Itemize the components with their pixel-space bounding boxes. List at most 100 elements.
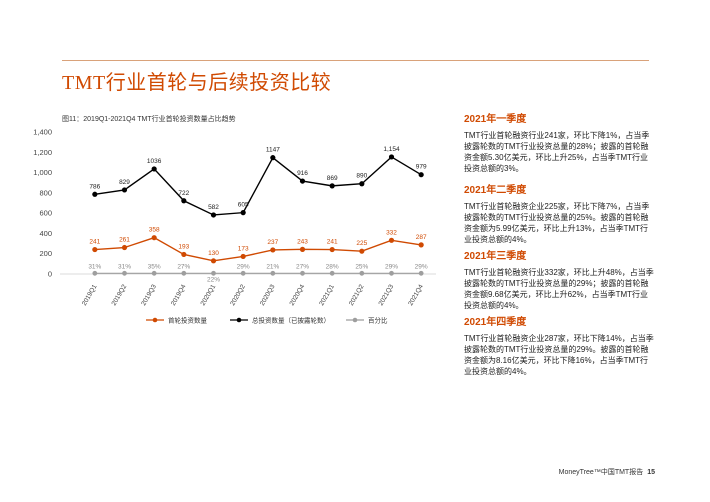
series-line-total <box>94 156 422 216</box>
x-tick-label: 2020Q2 <box>229 283 247 307</box>
section-2021q4: 2021年四季度 TMT行业首轮融资企业287家，环比下降14%，占当季披露轮数… <box>464 313 654 377</box>
point-first-round <box>240 253 246 260</box>
data-label-first-round: 173 <box>238 245 249 252</box>
data-label-total: 1036 <box>147 158 162 165</box>
data-label-first-round: 193 <box>178 243 189 250</box>
point-total <box>92 191 98 197</box>
data-label-percent: 29% <box>385 263 398 270</box>
y-tick-label: 600 <box>39 209 52 218</box>
data-label-total: 829 <box>119 179 130 186</box>
y-tick-label: 0 <box>48 270 52 279</box>
section-text: TMT行业首轮融资企业225家，环比下降7%，占当季披露轮数的TMT行业投资总量… <box>464 202 650 244</box>
point-total <box>181 198 187 204</box>
x-tick-label: 2021Q4 <box>407 283 425 307</box>
data-label-percent: 29% <box>237 263 250 270</box>
x-tick-label: 2019Q1 <box>81 283 99 307</box>
data-label-first-round: 358 <box>149 227 160 234</box>
point-first-round <box>270 247 276 253</box>
point-first-round <box>210 258 217 264</box>
y-tick-label: 1,000 <box>33 168 52 177</box>
section-heading: 2021年四季度 <box>464 317 527 328</box>
point-total <box>388 154 395 160</box>
point-total <box>359 181 365 187</box>
data-label-first-round: 243 <box>297 238 308 245</box>
point-first-round <box>151 235 157 241</box>
page-number: 15 <box>647 469 655 476</box>
data-label-first-round: 225 <box>356 240 367 247</box>
data-label-percent: 28% <box>326 263 339 270</box>
point-percent <box>92 270 98 276</box>
top-rule <box>62 60 649 61</box>
point-percent <box>329 270 335 276</box>
x-tick-label: 2020Q3 <box>259 283 277 307</box>
x-tick-label: 2021Q1 <box>318 283 336 307</box>
point-first-round <box>181 251 187 258</box>
data-labels: 786 829 1036 722 582 605 1147 916 869 890 1,154 979… <box>88 146 428 283</box>
footer-brand: MoneyTree™中国TMT报告 <box>558 469 644 476</box>
point-first-round <box>121 244 128 251</box>
legend: 首轮投资数量 总投资数量（已披露轮数） 百分比 <box>146 316 388 325</box>
point-total <box>121 187 128 193</box>
section-2021q1: 2021年一季度 TMT行业首轮融资行业241家，环比下降1%，占当季披露轮数的… <box>464 110 654 174</box>
legend-marker <box>152 317 158 323</box>
data-label-total: 979 <box>416 164 427 171</box>
series-line-first-round <box>94 236 422 262</box>
x-tick-label: 2019Q3 <box>140 283 158 307</box>
data-label-first-round: 237 <box>267 239 278 246</box>
point-total <box>240 210 246 216</box>
data-label-total: 582 <box>208 204 219 211</box>
point-total <box>270 155 276 161</box>
data-label-total: 869 <box>327 175 338 182</box>
data-label-percent: 27% <box>296 263 309 270</box>
series-lines <box>94 156 422 274</box>
point-total <box>418 172 424 178</box>
data-label-percent: 31% <box>118 263 131 270</box>
point-percent <box>300 270 305 276</box>
point-total <box>329 183 335 189</box>
point-percent <box>151 270 157 276</box>
x-tick-label: 2020Q1 <box>200 283 218 307</box>
point-first-round <box>388 237 395 243</box>
x-tick-label: 2021Q2 <box>348 283 366 307</box>
point-total <box>151 166 157 172</box>
section-heading: 2021年三季度 <box>464 251 527 262</box>
section-heading: 2021年二季度 <box>464 185 527 196</box>
y-tick-label: 1,200 <box>33 148 52 157</box>
point-first-round <box>359 248 365 254</box>
point-first-round <box>329 246 335 253</box>
data-label-first-round: 332 <box>386 229 397 236</box>
data-label-percent: 31% <box>88 263 101 270</box>
x-tick-label: 2019Q2 <box>111 283 129 307</box>
data-label-total: 786 <box>89 183 100 190</box>
y-tick-label: 200 <box>39 249 52 258</box>
data-label-first-round: 287 <box>416 234 427 241</box>
point-percent <box>359 270 365 276</box>
chart-caption: 图11：2019Q1-2021Q4 TMT行业首轮投资数量占比趋势 <box>62 116 236 123</box>
y-tick-label: 400 <box>39 229 52 238</box>
section-heading: 2021年一季度 <box>464 114 527 125</box>
x-tick-labels: 2019Q1 2019Q2 2019Q3 2019Q4 2020Q1 2020Q2 2020… <box>81 283 425 307</box>
point-percent <box>418 270 424 276</box>
section-text: TMT行业首轮融资行业332家，环比上升48%，占当季披露轮数的TMT行业投资总… <box>464 268 654 310</box>
data-label-percent: 22% <box>207 276 220 283</box>
data-label-first-round: 261 <box>119 237 130 244</box>
legend-label: 总投资数量（已披露轮数） <box>252 316 330 325</box>
point-total <box>299 178 306 184</box>
data-label-first-round: 241 <box>89 239 100 246</box>
page-title: TMT行业首轮与后续投资比较 <box>62 72 332 94</box>
section-2021q3: 2021年三季度 TMT行业首轮融资行业332家，环比上升48%，占当季披露轮数… <box>464 247 654 311</box>
point-percent <box>240 270 246 276</box>
point-percent <box>181 270 187 276</box>
point-percent <box>389 270 394 276</box>
y-tick-label: 1,400 <box>33 128 52 137</box>
data-label-first-round: 130 <box>208 250 219 257</box>
data-label-total: 1147 <box>266 147 280 154</box>
point-percent <box>122 270 127 276</box>
y-axis: 0 200 400 600 800 1,000 1,200 1,400 <box>33 128 52 279</box>
section-text: TMT行业首轮融资行业241家，环比下降1%，占当季披露轮数的TMT行业投资总量… <box>464 131 650 173</box>
data-label-percent: 25% <box>355 263 368 270</box>
data-label-total: 722 <box>178 190 189 197</box>
point-percent <box>270 270 276 276</box>
data-label-total: 890 <box>356 173 367 180</box>
